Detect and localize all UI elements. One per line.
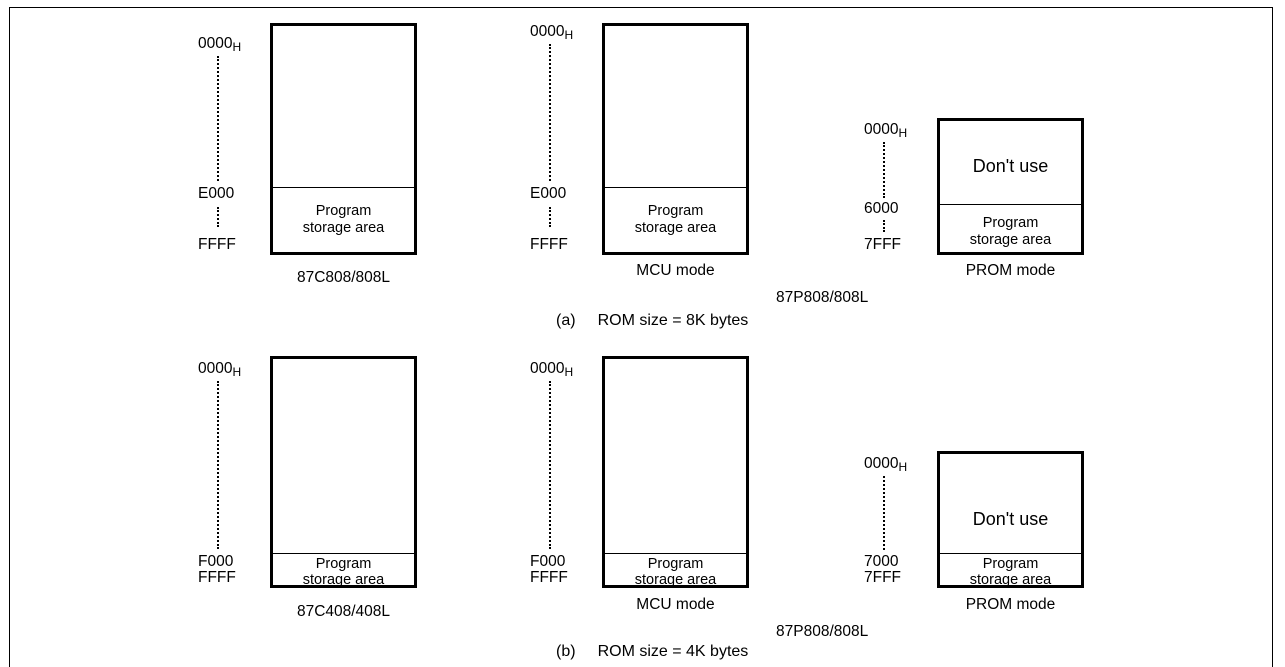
program-storage-area: Program storage area bbox=[605, 556, 746, 588]
boundary-line bbox=[940, 553, 1081, 554]
diagram-frame bbox=[9, 7, 1273, 667]
hex-suffix: H bbox=[898, 126, 908, 140]
program-storage-area: Program storage area bbox=[273, 556, 414, 588]
address-top: 0000H bbox=[530, 360, 574, 379]
boundary-line bbox=[273, 553, 414, 554]
hex-suffix: H bbox=[564, 365, 574, 379]
address-end: 7FFF bbox=[864, 236, 902, 253]
address-dots bbox=[217, 207, 219, 227]
hex-suffix: H bbox=[232, 40, 242, 54]
area-line2: storage area bbox=[634, 572, 717, 588]
panel-title: (a) ROM size = 8K bytes bbox=[556, 312, 748, 330]
address-mid: 7000 bbox=[864, 553, 899, 570]
area-line1: Program bbox=[315, 203, 372, 219]
program-storage-area: Program storage area bbox=[605, 203, 746, 237]
boundary-line bbox=[605, 553, 746, 554]
area-line2: storage area bbox=[634, 220, 717, 236]
memory-map-a-c: Program storage area bbox=[270, 23, 417, 255]
mode-label: PROM mode bbox=[965, 262, 1056, 279]
memory-map-a-prom: Don't use Program storage area bbox=[937, 118, 1084, 255]
hex-suffix: H bbox=[564, 28, 574, 42]
boundary-line bbox=[605, 187, 746, 188]
address-dots bbox=[217, 381, 219, 549]
address-dots bbox=[217, 56, 219, 181]
address-top: 0000H bbox=[864, 455, 908, 474]
area-line2: storage area bbox=[969, 572, 1052, 588]
area-line1: Program bbox=[982, 556, 1039, 572]
memory-map-a-mcu: Program storage area bbox=[602, 23, 749, 255]
address-dots bbox=[883, 142, 885, 198]
program-storage-area: Program storage area bbox=[940, 556, 1081, 588]
chip-label: 87P808/808L bbox=[776, 623, 869, 640]
panel-tag: (a) bbox=[556, 312, 576, 329]
mode-label: PROM mode bbox=[965, 596, 1056, 613]
address-dots bbox=[883, 220, 885, 232]
memory-map-b-prom: Don't use Program storage area bbox=[937, 451, 1084, 588]
area-line2: storage area bbox=[302, 572, 385, 588]
area-line1: Program bbox=[647, 556, 704, 572]
address-end: 7FFF bbox=[864, 569, 902, 586]
address-dots bbox=[883, 476, 885, 550]
address-top: 0000H bbox=[198, 35, 242, 54]
program-storage-area: Program storage area bbox=[940, 215, 1081, 249]
address-top: 0000H bbox=[198, 360, 242, 379]
panel-tag: (b) bbox=[556, 643, 576, 660]
area-line2: storage area bbox=[969, 232, 1052, 248]
address-dots bbox=[549, 381, 551, 549]
boundary-line bbox=[940, 204, 1081, 205]
panel-caption: ROM size = 4K bytes bbox=[597, 643, 749, 660]
area-line2: storage area bbox=[302, 220, 385, 236]
area-line1: Program bbox=[315, 556, 372, 572]
boundary-line bbox=[273, 187, 414, 188]
chip-label: 87P808/808L bbox=[776, 289, 869, 306]
address-dots bbox=[549, 207, 551, 227]
hex-suffix: H bbox=[232, 365, 242, 379]
panel-title: (b) ROM size = 4K bytes bbox=[556, 643, 748, 661]
area-line1: Program bbox=[647, 203, 704, 219]
hex-suffix: H bbox=[898, 460, 908, 474]
address-mid: F000 bbox=[530, 553, 566, 570]
dont-use-label: Don't use bbox=[972, 156, 1049, 176]
memory-map-b-c: Program storage area bbox=[270, 356, 417, 588]
address-end: FFFF bbox=[198, 236, 236, 253]
address-end: FFFF bbox=[530, 569, 568, 586]
address-mid: 6000 bbox=[864, 200, 899, 217]
address-mid: E000 bbox=[198, 185, 235, 202]
chip-label: 87C808/808L bbox=[296, 269, 391, 286]
chip-label: 87C408/408L bbox=[296, 603, 391, 620]
address-end: FFFF bbox=[530, 236, 568, 253]
mode-label: MCU mode bbox=[636, 596, 715, 613]
address-end: FFFF bbox=[198, 569, 236, 586]
area-line1: Program bbox=[982, 215, 1039, 231]
panel-caption: ROM size = 8K bytes bbox=[597, 312, 749, 329]
address-dots bbox=[549, 44, 551, 181]
dont-use-label: Don't use bbox=[972, 509, 1049, 529]
address-top: 0000H bbox=[864, 121, 908, 140]
address-mid: F000 bbox=[198, 553, 234, 570]
program-storage-area: Program storage area bbox=[273, 203, 414, 237]
memory-map-b-mcu: Program storage area bbox=[602, 356, 749, 588]
mode-label: MCU mode bbox=[636, 262, 715, 279]
address-top: 0000H bbox=[530, 23, 574, 42]
address-mid: E000 bbox=[530, 185, 567, 202]
